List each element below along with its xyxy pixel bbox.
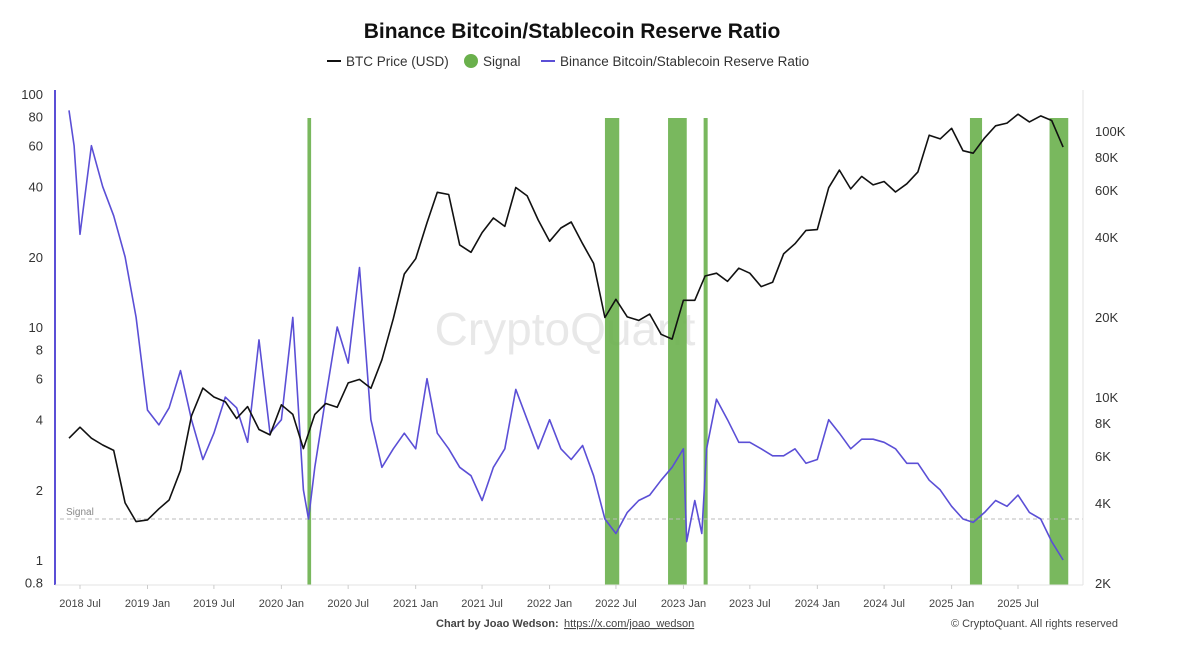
legend: BTC Price (USD) Signal Binance Bitcoin/S…	[327, 54, 809, 69]
footer-link[interactable]: https://x.com/joao_wedson	[564, 618, 694, 630]
left-tick-label: 4	[36, 413, 43, 428]
legend-signal[interactable]: Signal	[483, 54, 521, 69]
signal-band-2	[668, 118, 687, 585]
x-tick-label: 2021 Jan	[393, 598, 438, 610]
x-tick-label: 2022 Jan	[527, 598, 572, 610]
right-tick-label: 6K	[1095, 449, 1111, 464]
x-tick-label: 2021 Jul	[461, 598, 503, 610]
right-tick-label: 10K	[1095, 390, 1118, 405]
signal-band-3	[703, 118, 708, 585]
ratio-series-line	[68, 110, 1064, 561]
left-tick-label: 60	[29, 139, 43, 154]
watermark: CryptoQuant	[435, 303, 696, 355]
signal-band-5	[1049, 118, 1069, 585]
left-tick-label: 10	[29, 320, 43, 335]
x-tick-label: 2020 Jan	[259, 598, 304, 610]
x-tick-label: 2025 Jan	[929, 598, 974, 610]
left-tick-label: 20	[29, 250, 43, 265]
signal-band-4	[969, 118, 983, 585]
x-tick-label: 2024 Jul	[863, 598, 905, 610]
right-tick-label: 100K	[1095, 124, 1126, 139]
x-tick-label: 2019 Jul	[193, 598, 235, 610]
right-tick-label: 20K	[1095, 310, 1118, 325]
left-tick-label: 100	[21, 87, 43, 102]
x-tick-label: 2020 Jul	[327, 598, 369, 610]
x-tick-label: 2022 Jul	[595, 598, 637, 610]
footer: Chart by Joao Wedson: https://x.com/joao…	[436, 618, 1118, 630]
signal-threshold-label: Signal	[66, 507, 94, 518]
right-tick-label: 60K	[1095, 183, 1118, 198]
footer-copyright: © CryptoQuant. All rights reserved	[951, 618, 1118, 630]
left-tick-label: 6	[36, 372, 43, 387]
btc-series-line	[68, 113, 1064, 523]
right-tick-label: 8K	[1095, 416, 1111, 431]
right-tick-label: 4K	[1095, 496, 1111, 511]
signal-band-0	[307, 118, 312, 585]
left-tick-label: 1	[36, 553, 43, 568]
x-tick-label: 2025 Jul	[997, 598, 1039, 610]
x-tick-label: 2019 Jan	[125, 598, 170, 610]
footer-credit: Chart by Joao Wedson:	[436, 618, 559, 630]
left-tick-label: 8	[36, 343, 43, 358]
x-tick-label: 2024 Jan	[795, 598, 840, 610]
x-tick-label: 2023 Jan	[661, 598, 706, 610]
left-tick-label: 0.8	[25, 576, 43, 591]
x-tick-label: 2018 Jul	[59, 598, 101, 610]
legend-btc[interactable]: BTC Price (USD)	[346, 54, 449, 69]
left-tick-label: 40	[29, 180, 43, 195]
right-tick-label: 2K	[1095, 576, 1111, 591]
legend-signal-swatch	[464, 54, 478, 68]
x-tick-label: 2023 Jul	[729, 598, 771, 610]
left-tick-label: 2	[36, 483, 43, 498]
signal-band-1	[604, 118, 620, 585]
left-tick-label: 80	[29, 110, 43, 125]
right-tick-label: 40K	[1095, 230, 1118, 245]
legend-ratio[interactable]: Binance Bitcoin/Stablecoin Reserve Ratio	[560, 54, 809, 69]
chart-title: Binance Bitcoin/Stablecoin Reserve Ratio	[364, 20, 781, 43]
right-tick-label: 80K	[1095, 150, 1118, 165]
